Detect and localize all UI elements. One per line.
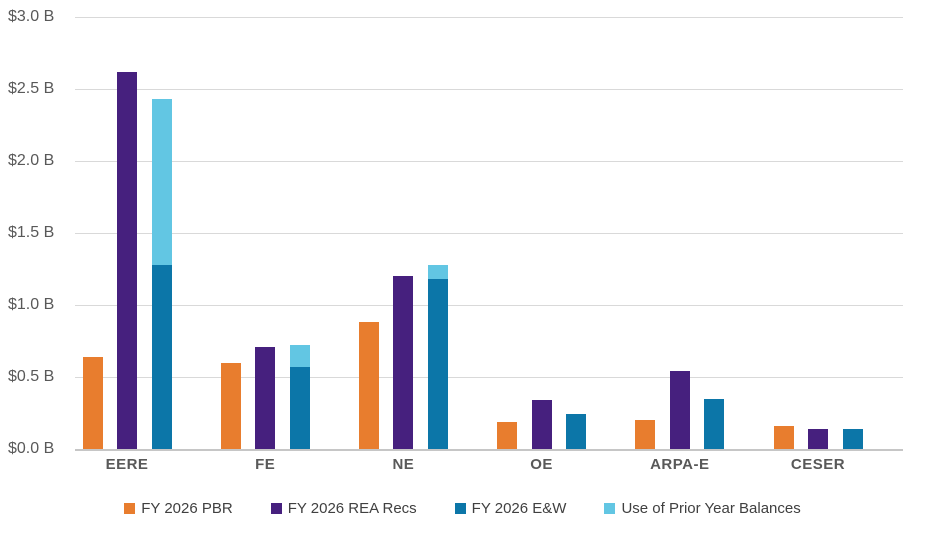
legend-item-fy-2026-e-w: FY 2026 E&W (454, 500, 567, 517)
category-label-arpa-e: ARPA-E (650, 456, 710, 473)
y-axis-tick-label: $3.0 B (8, 8, 55, 25)
y-axis-tick-label: $0.5 B (8, 368, 55, 385)
bar-fy-2026-e-w-ceser (842, 429, 863, 449)
bar-fy-2026-pbr-arpa-e (635, 420, 656, 449)
legend-swatch-fy-2026-e-w (454, 503, 466, 514)
bar-fy-2026-rea-recs-oe (531, 400, 552, 449)
y-axis-tick-label: $0.0 B (8, 440, 55, 457)
bar-fy-2026-pbr-eere (82, 357, 103, 449)
bar-fy-2026-e-w-oe (566, 414, 587, 449)
bar-fy-2026-rea-recs-ne (393, 276, 414, 449)
bar-use-of-prior-year-balances-ne (427, 265, 448, 279)
legend-item-fy-2026-pbr: FY 2026 PBR (124, 500, 233, 517)
legend-item-fy-2026-rea-recs: FY 2026 REA Recs (270, 500, 417, 517)
gridline (75, 16, 903, 18)
legend-label: FY 2026 PBR (141, 500, 233, 517)
bar-use-of-prior-year-balances-fe (289, 345, 310, 367)
bar-fy-2026-pbr-fe (220, 363, 241, 449)
gridline (75, 376, 903, 378)
bar-fy-2026-pbr-oe (497, 422, 518, 449)
bar-fy-2026-pbr-ceser (773, 426, 794, 449)
gridline (75, 88, 903, 90)
bar-fy-2026-e-w-fe (289, 367, 310, 449)
legend-swatch-fy-2026-rea-recs (270, 503, 282, 514)
bar-fy-2026-e-w-ne (427, 279, 448, 449)
legend-label: Use of Prior Year Balances (621, 500, 801, 517)
bar-fy-2026-e-w-eere (151, 265, 172, 449)
bar-fy-2026-rea-recs-eere (117, 72, 137, 449)
bar-fy-2026-rea-recs-ceser (808, 429, 828, 449)
category-label-ne: NE (392, 456, 415, 473)
y-axis-tick-label: $1.0 B (8, 296, 55, 313)
y-axis-tick-label: $1.5 B (8, 224, 55, 241)
legend-label: FY 2026 E&W (471, 500, 567, 517)
legend: FY 2026 PBR FY 2026 REA Recs FY 2026 E&W Us… (0, 500, 925, 517)
category-label-eere: EERE (105, 456, 149, 473)
category-label-ceser: CESER (790, 456, 846, 473)
legend-swatch-use-of-prior-year-balances (604, 503, 616, 514)
category-label-oe: OE (530, 456, 553, 473)
bar-fy-2026-rea-recs-fe (255, 347, 276, 449)
gridline (75, 160, 903, 162)
gridline (75, 232, 903, 234)
legend-label: FY 2026 REA Recs (287, 500, 417, 517)
legend-swatch-fy-2026-pbr (124, 503, 136, 514)
y-axis-tick-label: $2.0 B (8, 152, 55, 169)
bar-fy-2026-pbr-ne (358, 322, 379, 449)
bar-fy-2026-e-w-arpa-e (704, 399, 725, 449)
gridline (75, 304, 903, 306)
bar-use-of-prior-year-balances-eere (151, 99, 172, 265)
y-axis-tick-label: $2.5 B (8, 80, 55, 97)
bar-fy-2026-rea-recs-arpa-e (669, 371, 690, 449)
x-axis-baseline (75, 449, 903, 451)
legend-item-use-of-prior-year-balances: Use of Prior Year Balances (604, 500, 801, 517)
category-label-fe: FE (255, 456, 276, 473)
